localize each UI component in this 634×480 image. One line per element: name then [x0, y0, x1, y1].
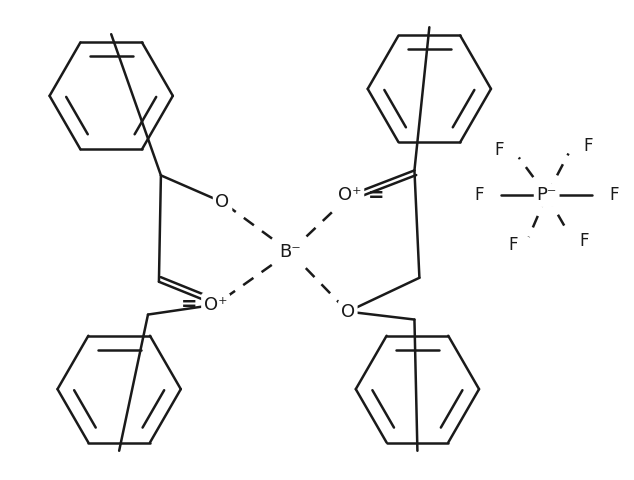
Text: B⁻: B⁻	[280, 243, 301, 261]
Text: O: O	[340, 302, 355, 321]
Text: =: =	[181, 295, 198, 314]
Text: O⁺: O⁺	[204, 296, 228, 313]
Text: F: F	[508, 236, 517, 254]
Text: O: O	[216, 193, 230, 211]
Text: F: F	[609, 186, 619, 204]
Text: F: F	[579, 232, 589, 250]
Text: O⁺: O⁺	[338, 186, 361, 204]
Text: =: =	[368, 186, 384, 205]
Text: F: F	[584, 136, 593, 155]
Text: F: F	[474, 186, 484, 204]
Text: F: F	[494, 141, 503, 158]
Text: P⁻: P⁻	[536, 186, 557, 204]
